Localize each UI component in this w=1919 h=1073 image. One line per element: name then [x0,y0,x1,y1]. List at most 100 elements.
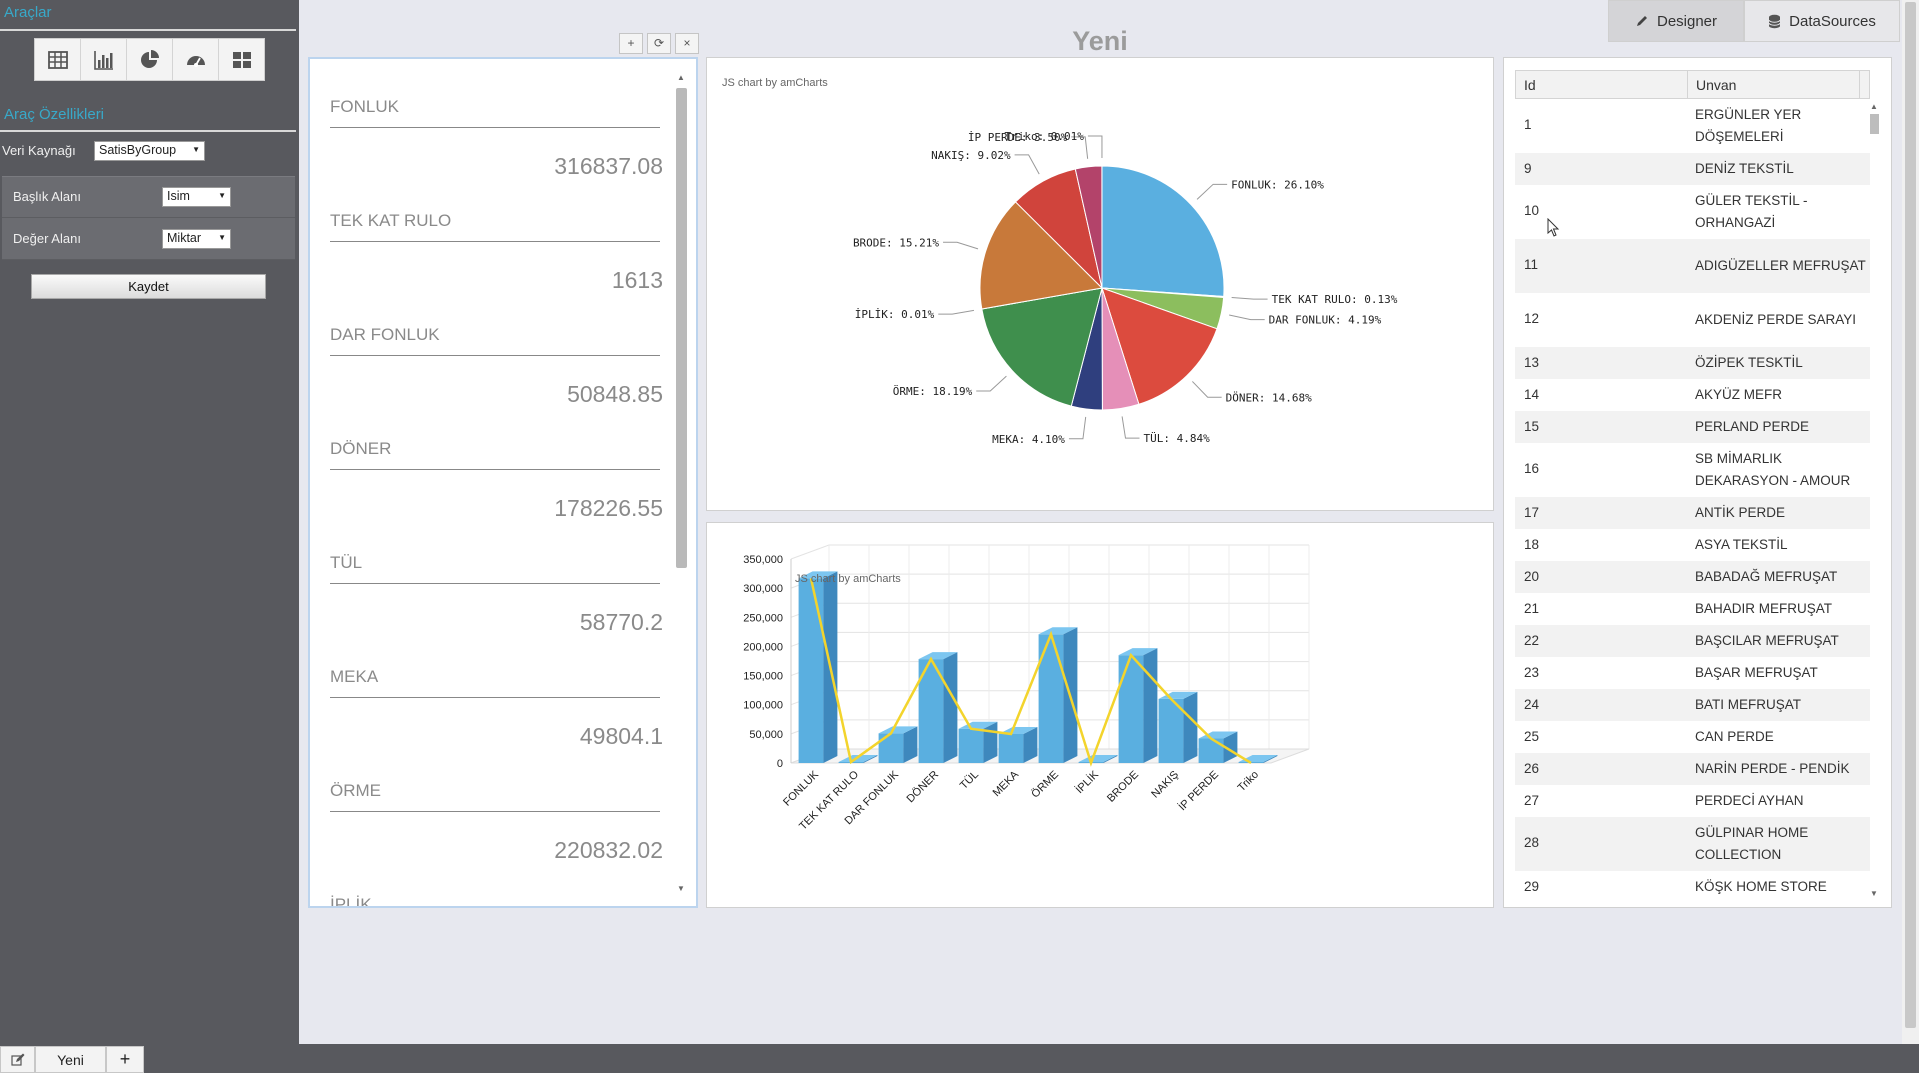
tab-yeni[interactable]: Yeni [35,1046,106,1073]
datasources-button[interactable]: DataSources [1744,0,1900,42]
cell-unvan: ANTİK PERDE [1695,505,1786,520]
x-tick-label: MEKA [991,768,1022,799]
table-row[interactable]: 16 SB MİMARLIK DEKARASYON - AMOUR [1515,443,1870,497]
table-row[interactable]: 20 BABADAĞ MEFRUŞAT [1515,561,1870,593]
chart-credit[interactable]: JS chart by amCharts [722,77,828,89]
pie-slice[interactable] [981,287,1103,407]
table-row[interactable]: 15 PERLAND PERDE [1515,411,1870,443]
grid-scrollbar[interactable]: ▲ ▼ [1868,102,1881,898]
bar-top [1038,627,1078,635]
x-tick-label: BRODE [1105,769,1141,805]
designer-button[interactable]: Designer [1608,0,1744,42]
metrics-scrollbar[interactable]: ▲ ▼ [675,73,688,893]
bar[interactable] [1158,691,1198,763]
bar-top [878,726,918,734]
pie-slice-label: İP PERDE: 3.50% [968,131,1068,144]
chart-credit[interactable]: JS chart by amCharts [795,573,901,585]
title-field-select[interactable]: Isim [162,187,231,207]
widget-move-button[interactable]: + [619,33,643,54]
cell-unvan: GÜLPINAR HOME COLLECTION [1695,825,1809,862]
edit-tab-button[interactable] [0,1046,35,1073]
bar-side [1223,731,1238,763]
bar-chart-tool-button[interactable] [81,39,127,80]
y-tick-label: 100,000 [743,700,783,712]
cell-id: 29 [1524,879,1540,894]
grid-body: 1 ERGÜNLER YER DÖŞEMELERİ 9 DENİZ TEKSTİL 10… [1515,99,1870,899]
grid-tool-button[interactable] [219,39,264,80]
bar-top [998,726,1038,734]
pie-label-line [1231,297,1268,300]
column-header-unvan[interactable]: Unvan [1688,71,1860,98]
table-row[interactable]: 28 GÜLPINAR HOME COLLECTION [1515,817,1870,871]
table-row[interactable]: 1 ERGÜNLER YER DÖŞEMELERİ [1515,99,1870,153]
pie-slice[interactable] [1101,287,1218,405]
metric-label: TÜL [330,529,660,584]
pie-chart-tool-button[interactable] [127,39,173,80]
cell-unvan: ASYA TEKSTİL [1695,537,1788,552]
x-tick-label: TÜL [958,769,981,792]
table-row[interactable]: 29 KÖŞK HOME STORE [1515,871,1870,899]
metrics-scroll-thumb[interactable] [676,88,687,568]
value-field-select[interactable]: Miktar [162,229,231,249]
table-row[interactable]: 21 BAHADIR MEFRUŞAT [1515,593,1870,625]
window-scroll-thumb[interactable] [1905,2,1916,1028]
metric-value: 178226.55 [554,495,663,521]
table-row[interactable]: 23 BAŞAR MEFRUŞAT [1515,657,1870,689]
widget-refresh-button[interactable]: ⟳ [647,33,671,54]
window-scrollbar[interactable] [1902,0,1919,1044]
table-row[interactable]: 25 CAN PERDE [1515,721,1870,753]
table-row[interactable]: 11 ADIGÜZELLER MEFRUŞAT [1515,239,1870,293]
bar-front[interactable] [958,728,984,763]
bar-top [918,652,958,660]
pie-label-line [1196,183,1228,200]
bar-front[interactable] [1118,655,1144,763]
bar-front[interactable] [878,733,904,763]
bar[interactable] [998,726,1038,763]
x-tick-label: FONLUK [781,768,822,809]
table-row[interactable]: 27 PERDECİ AYHAN [1515,785,1870,817]
bar-front[interactable] [998,733,1024,763]
bar[interactable] [1118,648,1158,763]
table-row[interactable]: 17 ANTİK PERDE [1515,497,1870,529]
table-tool-button[interactable] [35,39,81,80]
widget-close-button[interactable]: × [675,33,699,54]
table-row[interactable]: 14 AKYÜZ MEFR [1515,379,1870,411]
grid-scroll-thumb[interactable] [1870,114,1879,134]
column-header-id[interactable]: Id [1516,71,1688,98]
cell-unvan: PERDECİ AYHAN [1695,793,1804,808]
save-button[interactable]: Kaydet [31,274,266,299]
pie-slice[interactable] [1101,165,1225,297]
trend-line [809,578,1252,767]
data-grid-panel: Id Unvan 1 ERGÜNLER YER DÖŞEMELERİ 9 DENİZ … [1503,57,1892,908]
table-row[interactable]: 10 GÜLER TEKSTİL - ORHANGAZİ [1515,185,1870,239]
table-row[interactable]: 9 DENİZ TEKSTİL [1515,153,1870,185]
bar-side [903,726,918,763]
scroll-up-icon[interactable]: ▲ [1870,102,1878,111]
bar-front[interactable] [1158,698,1184,763]
table-row[interactable]: 24 BATI MEFRUŞAT [1515,689,1870,721]
cell-id: 28 [1524,835,1540,850]
datasource-select[interactable]: SatisByGroup [94,141,205,161]
bar-top [958,721,998,729]
bar[interactable] [1198,731,1238,763]
gauge-tool-button[interactable] [173,39,219,80]
bar-front[interactable] [798,578,824,763]
scroll-down-icon[interactable]: ▼ [1870,889,1878,898]
cell-id: 15 [1524,419,1540,434]
table-row[interactable]: 12 AKDENİZ PERDE SARAYI [1515,293,1870,347]
pie-slice[interactable] [979,201,1104,310]
add-tab-button[interactable]: + [106,1046,144,1073]
bar-front[interactable] [1198,738,1224,763]
bar[interactable] [958,721,998,763]
cell-id: 11 [1524,257,1539,272]
cell-unvan: BATI MEFRUŞAT [1695,697,1802,712]
table-row[interactable]: 22 BAŞCILAR MEFRUŞAT [1515,625,1870,657]
bar-chart-icon [93,50,113,70]
cursor-icon [1547,218,1560,237]
scroll-up-icon[interactable]: ▲ [677,73,685,82]
table-row[interactable]: 18 ASYA TEKSTİL [1515,529,1870,561]
bar[interactable] [878,726,918,763]
table-row[interactable]: 13 ÖZİPEK TESKTİL [1515,347,1870,379]
scroll-down-icon[interactable]: ▼ [677,884,685,893]
table-row[interactable]: 26 NARİN PERDE - PENDİK [1515,753,1870,785]
